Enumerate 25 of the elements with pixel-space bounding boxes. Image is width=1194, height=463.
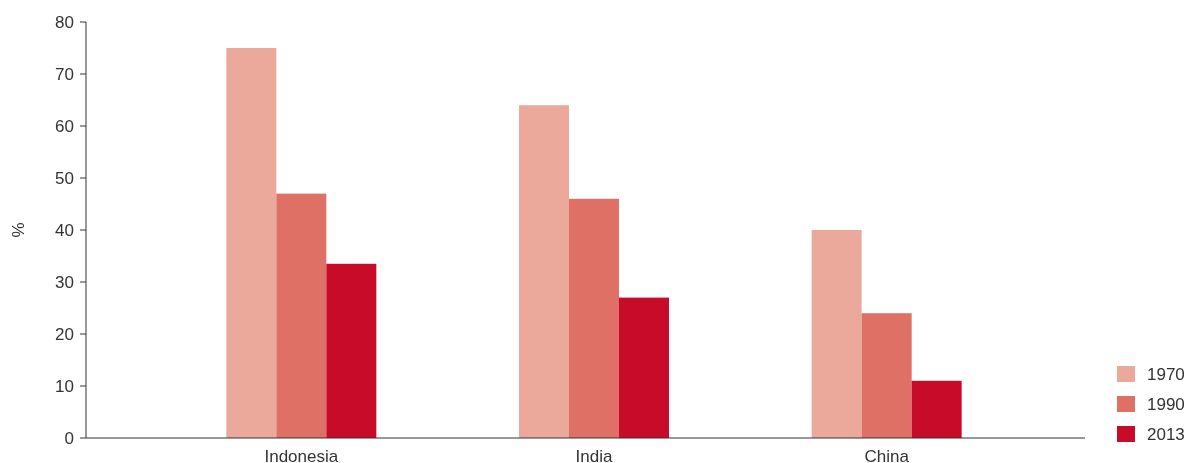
bar bbox=[276, 193, 327, 438]
bar bbox=[911, 380, 962, 438]
bar bbox=[326, 263, 377, 438]
y-tick-label: 10 bbox=[55, 376, 74, 396]
x-tick-label: Indonesia bbox=[264, 447, 339, 463]
y-tick-label: 60 bbox=[55, 116, 74, 136]
bar bbox=[569, 198, 619, 438]
bar bbox=[519, 105, 569, 438]
bar bbox=[619, 297, 669, 438]
y-tick-label: 20 bbox=[55, 324, 74, 344]
y-tick-label: 30 bbox=[55, 272, 74, 292]
legend-label: 2013 bbox=[1147, 425, 1185, 444]
legend-label: 1970 bbox=[1147, 365, 1185, 384]
bar bbox=[226, 48, 277, 438]
x-tick-label: China bbox=[864, 447, 910, 463]
bar bbox=[811, 230, 862, 438]
x-tick-label: India bbox=[575, 447, 613, 463]
y-tick-label: 0 bbox=[64, 428, 74, 448]
y-tick-label: 70 bbox=[55, 64, 74, 84]
y-axis-title: % bbox=[9, 222, 28, 238]
bar bbox=[861, 313, 912, 438]
y-tick-label: 80 bbox=[55, 12, 74, 32]
y-tick-label: 40 bbox=[55, 220, 74, 240]
y-tick-label: 50 bbox=[55, 168, 74, 188]
legend-label: 1990 bbox=[1147, 395, 1185, 414]
